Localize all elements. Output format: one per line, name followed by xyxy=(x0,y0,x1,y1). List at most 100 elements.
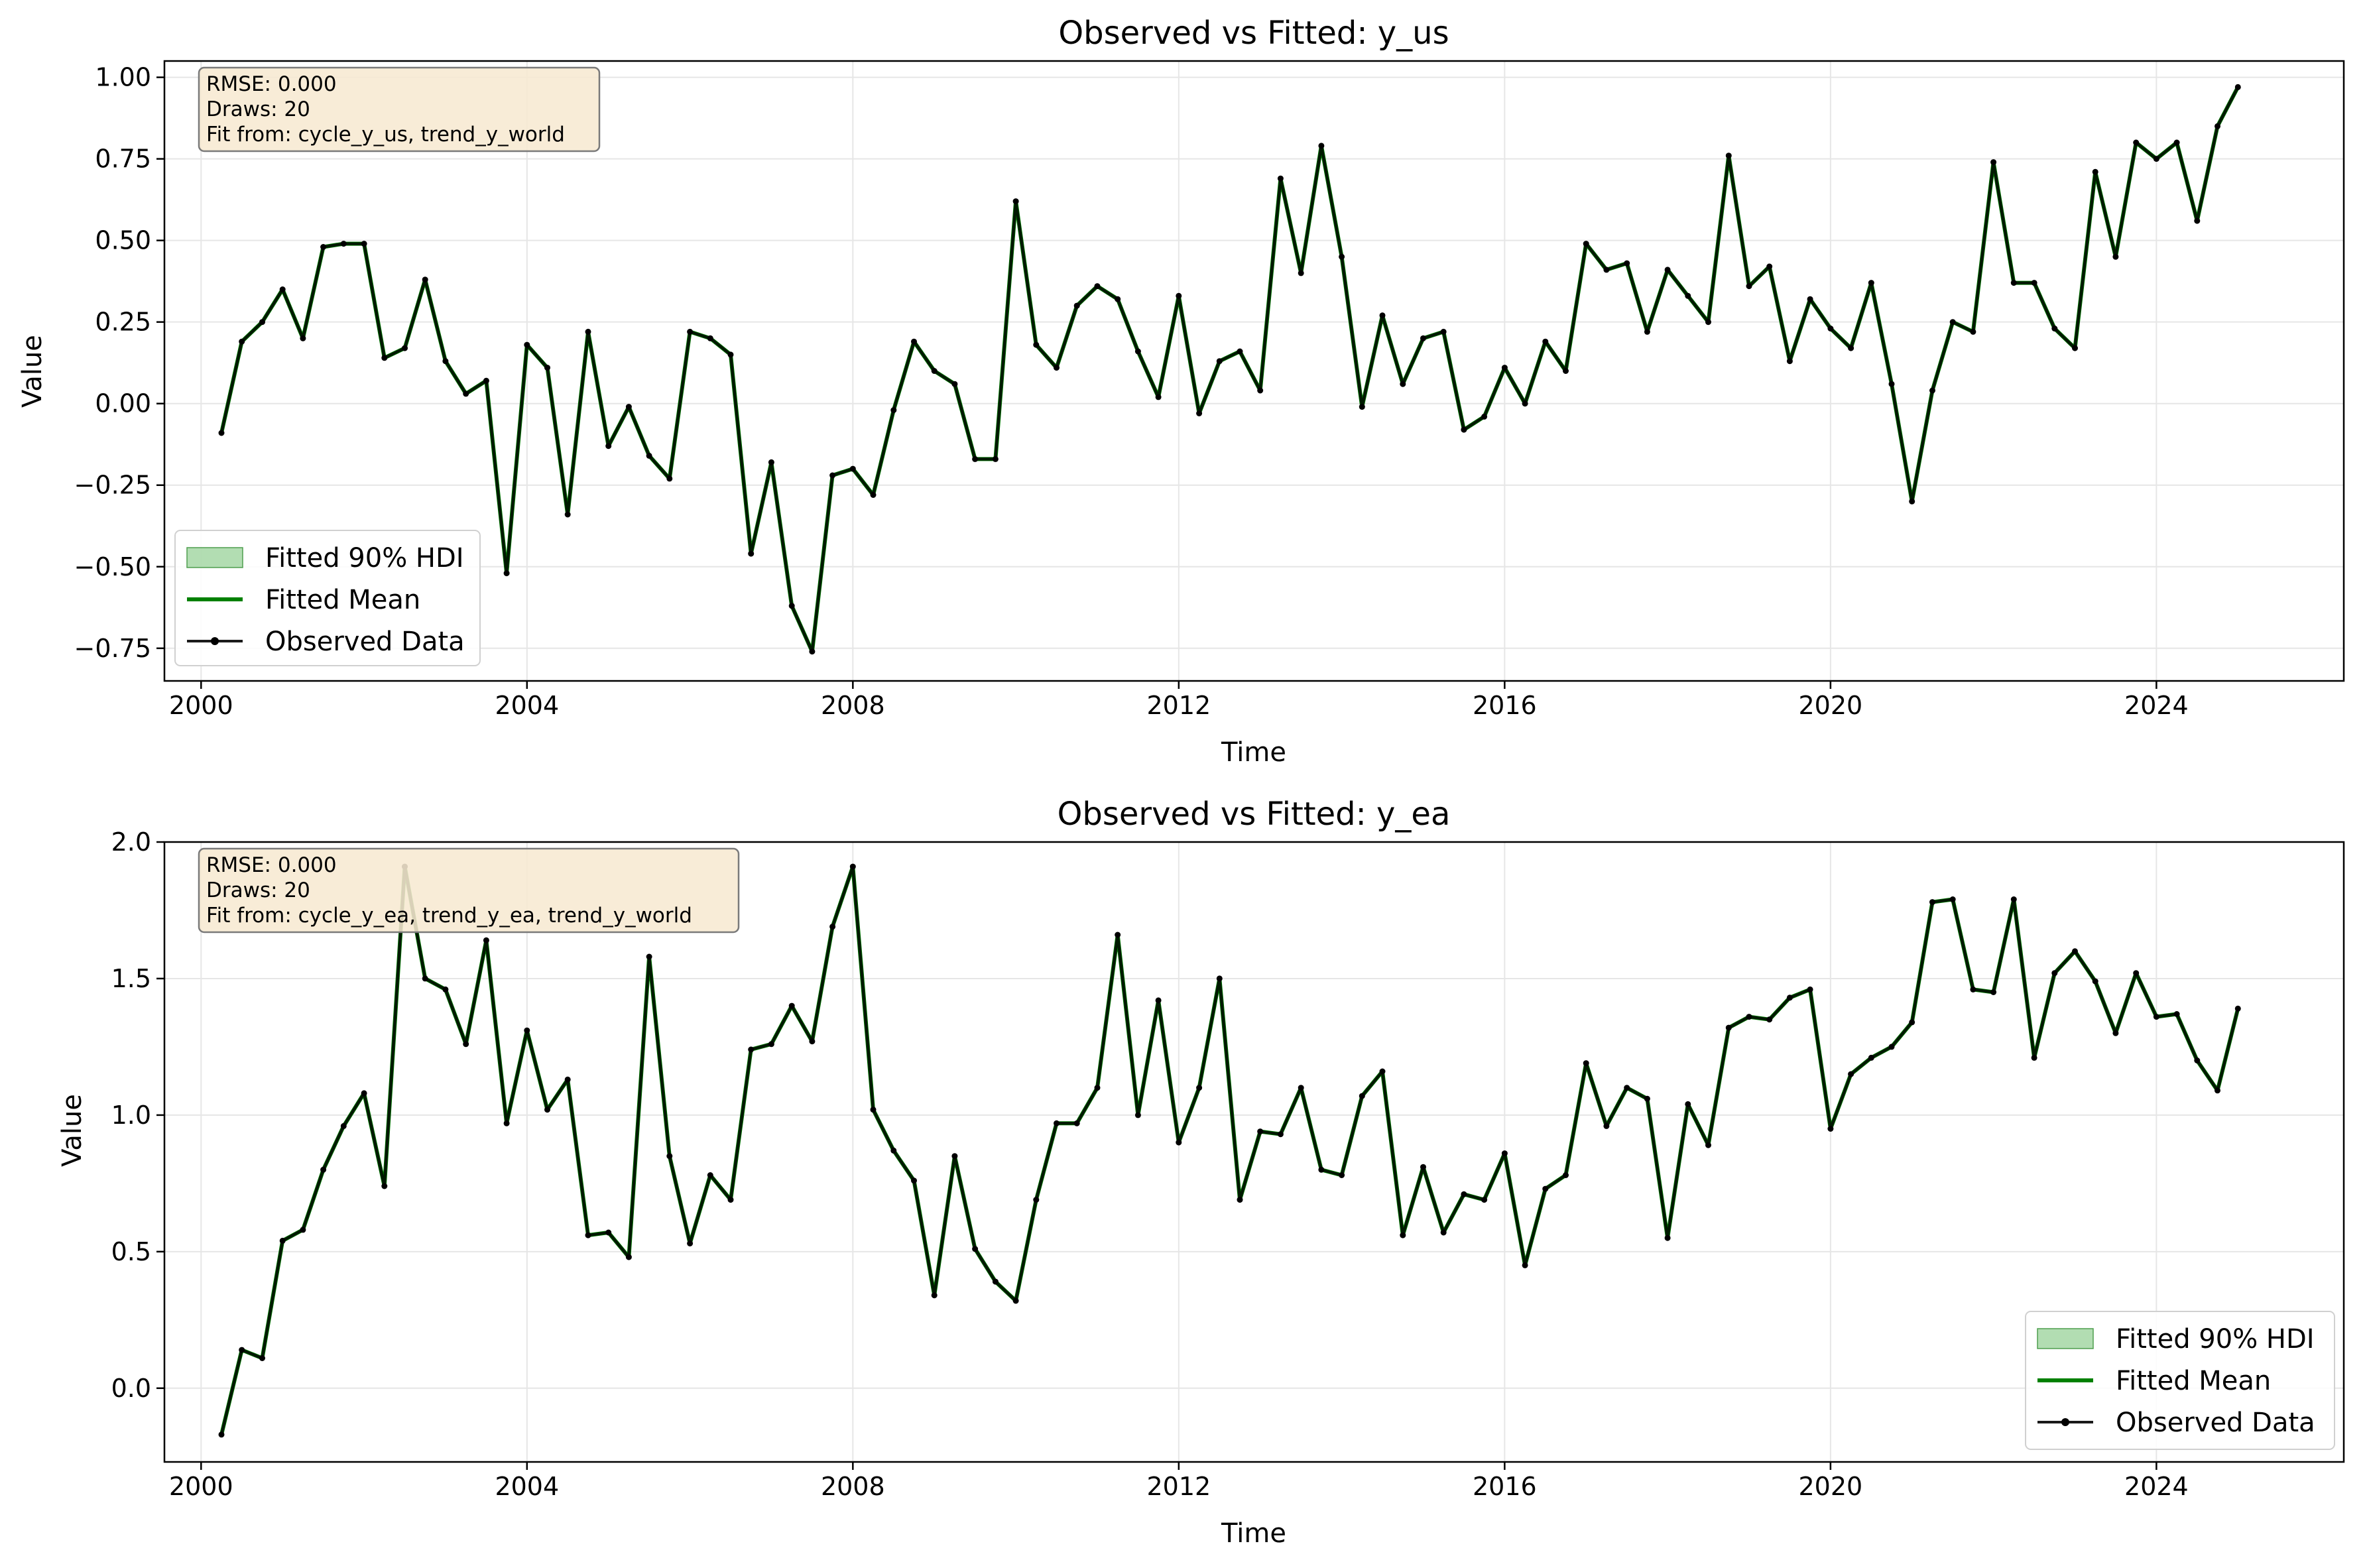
observed-data-point xyxy=(2051,970,2058,977)
observed-data-point xyxy=(218,1431,225,1438)
observed-data-point xyxy=(1461,1191,1467,1197)
observed-data-point xyxy=(381,1183,388,1189)
observed-data-point xyxy=(463,1041,469,1048)
observed-data-point xyxy=(2051,326,2058,332)
observed-data-point xyxy=(585,328,591,335)
observed-data-point xyxy=(1644,328,1650,335)
observed-data-point xyxy=(1094,1085,1101,1091)
observed-data-point xyxy=(1196,1085,1203,1091)
observed-data-point xyxy=(1501,365,1508,371)
observed-data-point xyxy=(768,459,774,465)
y-tick-label: 0.25 xyxy=(95,308,151,337)
observed-data-point xyxy=(1888,1044,1895,1050)
observed-data-point xyxy=(788,1002,795,1009)
observed-data-point xyxy=(1807,986,1813,993)
observed-data-point xyxy=(1603,267,1610,273)
legend-observed-marker xyxy=(211,637,219,645)
observed-data-point xyxy=(849,465,856,472)
observed-data-point xyxy=(483,377,489,384)
observed-data-point xyxy=(829,924,836,930)
observed-data-point xyxy=(320,1166,327,1173)
observed-data-point xyxy=(1481,1197,1488,1203)
y-tick-label: 0.75 xyxy=(95,145,151,174)
legend-mean-label: Fitted Mean xyxy=(2116,1366,2271,1396)
observed-data-point xyxy=(2092,168,2098,175)
legend-mean-label: Fitted Mean xyxy=(265,585,420,615)
observed-data-point xyxy=(1318,1166,1325,1173)
x-axis-label: Time xyxy=(1221,737,1286,768)
observed-data-point xyxy=(422,276,428,283)
x-axis-label: Time xyxy=(1221,1518,1286,1549)
observed-data-point xyxy=(1583,241,1589,247)
y-tick-label: 0.0 xyxy=(111,1374,151,1403)
observed-data-point xyxy=(1298,1085,1304,1091)
legend-observed-marker xyxy=(2061,1418,2069,1426)
chart-panel-y-us: Observed vs Fitted: y_us Time Value 2000… xyxy=(17,15,2345,768)
observed-data-point xyxy=(809,1038,816,1045)
observed-data-point xyxy=(768,1041,774,1048)
observed-data-point xyxy=(992,455,999,462)
x-tick-label: 2016 xyxy=(1473,1472,1537,1501)
observed-data-point xyxy=(605,1229,612,1236)
observed-data-point xyxy=(1766,263,1773,270)
y-axis-label: Value xyxy=(57,1094,88,1167)
observed-data-point xyxy=(2194,1057,2201,1063)
observed-data-point xyxy=(829,472,836,479)
legend-observed-label: Observed Data xyxy=(2116,1408,2315,1438)
legend-hdi-swatch xyxy=(2037,1328,2094,1349)
axis-ticks: 2000 2004 2008 2012 2016 2020 2024 0.0 0.5 1.0 1.5… xyxy=(111,827,2189,1501)
observed-data-point xyxy=(1705,1142,1711,1148)
observed-data-point xyxy=(2133,139,2140,146)
series-lines xyxy=(218,84,2241,655)
observed-data-point xyxy=(666,1153,673,1160)
observed-data-point xyxy=(1664,1235,1671,1241)
y-tick-label: 1.00 xyxy=(95,63,151,92)
observed-data-point xyxy=(402,345,408,351)
observed-data-point xyxy=(1134,348,1141,355)
observed-data-point xyxy=(1339,253,1345,260)
observed-data-point xyxy=(1481,413,1488,420)
observed-data-point xyxy=(483,937,489,943)
observed-data-point xyxy=(1970,328,1976,335)
observed-data-point xyxy=(1603,1122,1610,1129)
observed-data-point xyxy=(422,975,428,982)
observed-data-point xyxy=(1440,1229,1447,1236)
observed-data-point xyxy=(1440,328,1447,335)
observed-data-point xyxy=(870,1107,877,1113)
observed-data-point xyxy=(340,1122,347,1129)
observed-data-point xyxy=(2092,978,2098,985)
observed-data-point xyxy=(300,1227,306,1233)
x-tick-label: 2008 xyxy=(821,1472,885,1501)
observed-data-point xyxy=(646,452,652,459)
observed-data-point xyxy=(951,381,958,387)
info-box: RMSE: 0.000 Draws: 20 Fit from: cycle_y_… xyxy=(198,66,601,152)
observed-data-point xyxy=(564,1076,571,1083)
observed-data-point xyxy=(2153,156,2159,162)
observed-data-point xyxy=(1807,296,1813,302)
observed-data-point xyxy=(1461,426,1467,433)
observed-data-point xyxy=(931,368,938,374)
legend-observed-label: Observed Data xyxy=(265,627,465,657)
observed-data-point xyxy=(2010,896,2017,902)
observed-data-point xyxy=(1379,312,1386,319)
axis-ticks: 2000 2004 2008 2012 2016 2020 2024 −0.75 −0.50 −0… xyxy=(74,63,2189,720)
observed-data-point xyxy=(1909,1019,1915,1026)
observed-data-point xyxy=(1644,1095,1650,1102)
observed-data-point xyxy=(1786,358,1793,365)
observed-data-point xyxy=(1725,152,1732,159)
legend-hdi-label: Fitted 90% HDI xyxy=(265,543,464,573)
observed-data-point xyxy=(1929,899,1935,906)
observed-data-point xyxy=(239,1347,245,1353)
observed-data-point xyxy=(625,404,632,410)
observed-data-point xyxy=(1115,932,1121,938)
observed-data-line xyxy=(219,86,2240,653)
info-box: RMSE: 0.000 Draws: 20 Fit from: cycle_y_… xyxy=(198,847,740,934)
observed-data-point xyxy=(2194,217,2201,224)
observed-data-point xyxy=(2031,280,2037,286)
observed-data-point xyxy=(544,1107,550,1113)
observed-data-point xyxy=(340,241,347,247)
observed-data-point xyxy=(1522,1262,1528,1268)
x-tick-label: 2000 xyxy=(169,1472,233,1501)
observed-data-point xyxy=(1420,1164,1426,1170)
